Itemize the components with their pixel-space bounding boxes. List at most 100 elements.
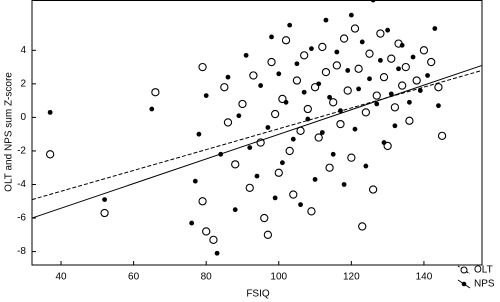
point — [356, 86, 362, 92]
point — [348, 12, 354, 18]
point — [319, 130, 325, 135]
point — [432, 26, 438, 31]
point — [247, 145, 253, 150]
point — [196, 131, 202, 137]
fit-line — [31, 69, 483, 201]
point — [358, 222, 367, 231]
point — [260, 213, 269, 223]
point — [285, 146, 294, 156]
point — [383, 141, 392, 151]
point — [329, 98, 338, 107]
point — [341, 182, 347, 187]
point — [45, 150, 55, 159]
point — [202, 227, 211, 236]
point — [365, 49, 374, 58]
y-tick-label: -2 — [17, 146, 26, 157]
point — [243, 52, 249, 58]
point — [427, 57, 436, 67]
point — [354, 64, 363, 73]
point — [347, 153, 356, 162]
point — [345, 68, 351, 73]
point — [425, 73, 430, 78]
point — [370, 0, 376, 3]
point — [368, 185, 378, 194]
point — [100, 208, 109, 218]
point — [377, 57, 383, 63]
point — [318, 42, 327, 52]
point — [412, 76, 421, 85]
point — [436, 103, 441, 109]
point — [272, 195, 278, 201]
point — [214, 250, 220, 256]
point — [249, 71, 258, 80]
point — [334, 49, 340, 55]
point — [309, 46, 314, 52]
point — [278, 94, 287, 104]
legend-marker — [461, 281, 467, 287]
point — [209, 235, 218, 244]
point — [327, 94, 332, 100]
point — [419, 46, 429, 55]
point — [276, 71, 282, 77]
point — [220, 83, 229, 92]
y-tick-label: 0 — [20, 112, 26, 123]
point — [192, 178, 198, 184]
point — [339, 34, 349, 43]
x-tick-label: 140 — [416, 272, 433, 283]
point — [398, 81, 407, 90]
point — [359, 39, 365, 45]
point — [294, 61, 300, 67]
x-tick-label: 100 — [270, 272, 287, 283]
point — [238, 99, 247, 109]
point — [376, 29, 385, 38]
point — [314, 133, 323, 142]
y-tick-label: 4 — [20, 45, 26, 56]
point — [405, 116, 414, 125]
point — [231, 160, 240, 169]
point — [310, 83, 320, 92]
y-tick-label: -6 — [17, 213, 26, 224]
point — [232, 207, 238, 213]
point — [265, 125, 271, 130]
point — [407, 99, 412, 105]
point — [307, 207, 316, 216]
x-tick-label: 40 — [55, 272, 67, 283]
point — [151, 88, 160, 97]
point — [301, 89, 307, 95]
point — [270, 109, 280, 119]
point — [203, 93, 209, 99]
point — [280, 160, 285, 166]
point — [198, 62, 207, 72]
point — [396, 66, 401, 72]
point — [245, 183, 254, 192]
point — [352, 126, 358, 132]
point — [417, 88, 423, 93]
point — [281, 36, 291, 45]
point — [325, 163, 334, 172]
point — [410, 54, 416, 60]
point — [223, 118, 233, 127]
x-tick-label: 120 — [343, 272, 360, 283]
point — [258, 83, 264, 88]
point — [379, 73, 389, 82]
point — [267, 57, 276, 67]
point — [300, 51, 309, 60]
y-axis-label: OLT and NPS sum Z-score — [4, 72, 15, 192]
point — [149, 106, 155, 112]
y-tick-label: -8 — [17, 246, 26, 257]
point — [283, 99, 289, 105]
point — [292, 76, 302, 85]
point — [332, 61, 341, 70]
point — [399, 42, 405, 48]
point — [381, 140, 387, 145]
point — [321, 67, 331, 77]
x-tick-label: 60 — [128, 272, 140, 283]
legend-label: OLT — [474, 265, 493, 276]
point — [102, 197, 107, 202]
point — [437, 131, 447, 141]
point — [363, 163, 369, 169]
point — [254, 173, 260, 179]
point — [189, 220, 195, 226]
point — [47, 109, 53, 115]
